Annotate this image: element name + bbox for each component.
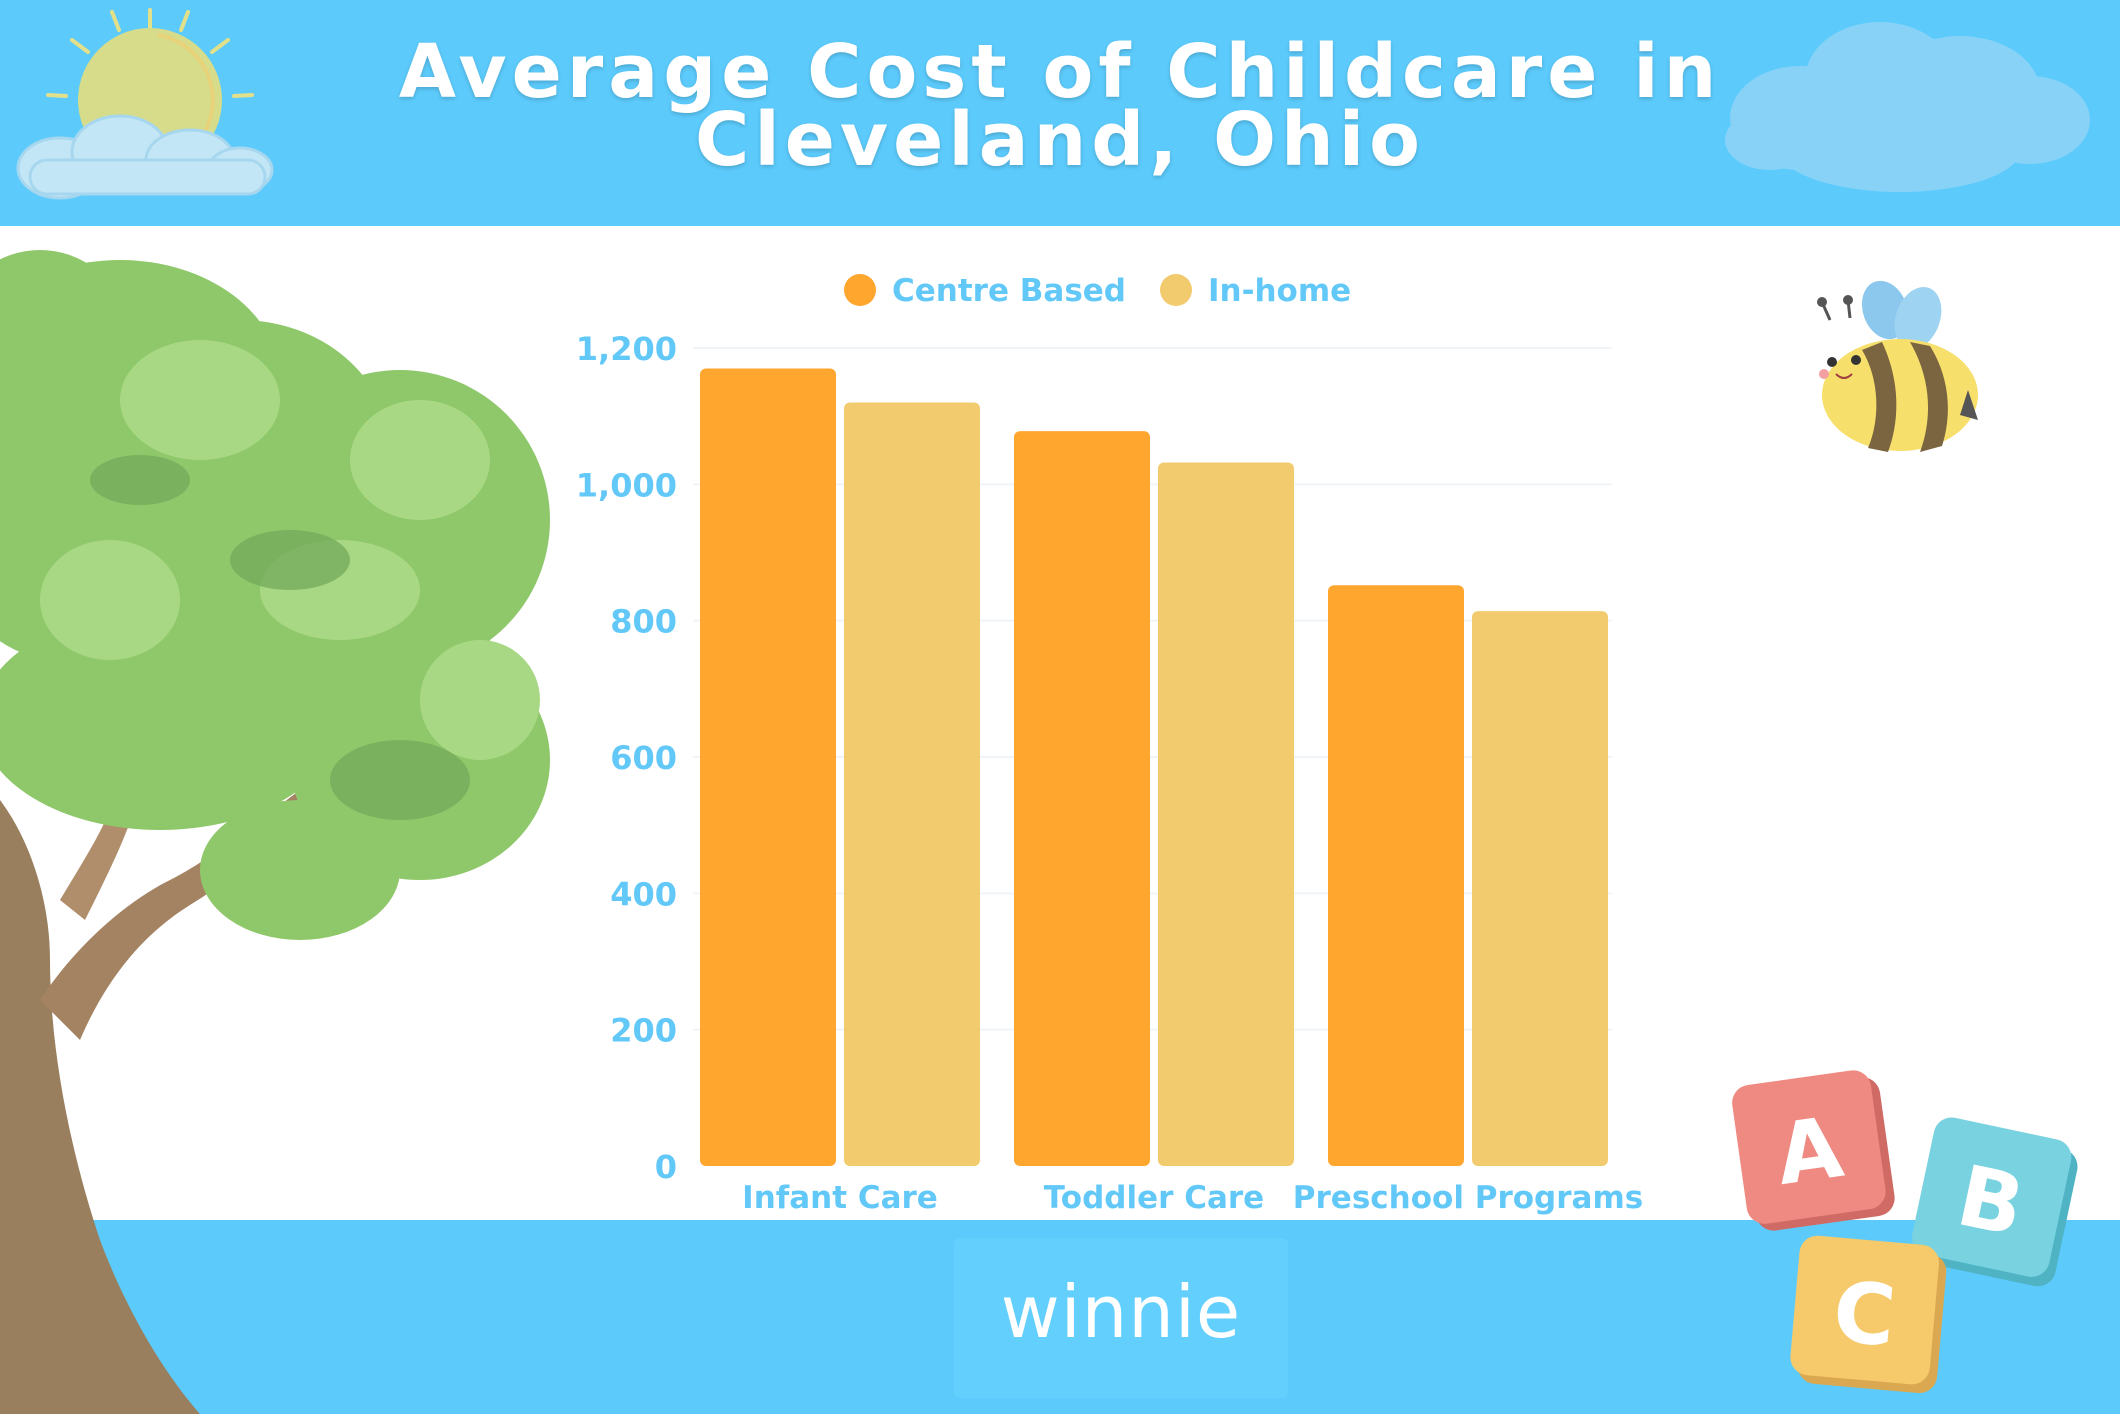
chart-title-line-2: Cleveland, Ohio [695, 97, 1425, 183]
legend-label: Centre Based [892, 273, 1126, 309]
svg-text:C: C [1829, 1263, 1899, 1366]
bar-centre-based-toddler-care [1014, 431, 1150, 1166]
winnie-logo: winnie [1000, 1270, 1242, 1354]
y-tick-label: 400 [610, 875, 677, 913]
bar-in-home-toddler-care [1158, 462, 1294, 1166]
legend-swatch [1160, 274, 1192, 306]
y-tick-label: 1,200 [576, 330, 677, 368]
bar-centre-based-infant-care [700, 368, 836, 1166]
legend-swatch [844, 274, 876, 306]
y-tick-label: 200 [610, 1012, 677, 1050]
y-tick-label: 800 [610, 603, 677, 641]
x-category-label: Preschool Programs [1293, 1180, 1643, 1216]
bee-icon [1817, 280, 1978, 452]
x-category-label: Toddler Care [1044, 1180, 1264, 1216]
logo-box [954, 1238, 1288, 1398]
bar-in-home-infant-care [844, 402, 980, 1166]
y-tick-label: 0 [655, 1148, 677, 1186]
cloud-icon [1725, 22, 2090, 192]
y-tick-label: 1,000 [576, 466, 677, 504]
x-category-label: Infant Care [742, 1180, 938, 1216]
bar-in-home-preschool-programs [1472, 611, 1608, 1166]
legend-label: In-home [1208, 273, 1351, 309]
chart-title-line-1: Average Cost of Childcare in [398, 29, 1722, 115]
bar-centre-based-preschool-programs [1328, 585, 1464, 1166]
svg-text:A: A [1770, 1098, 1848, 1204]
tree-illustration [0, 250, 550, 1414]
chart-title: Average Cost of Childcare in Cleveland, … [0, 29, 2120, 183]
y-tick-label: 600 [610, 739, 677, 777]
cloud-icon [16, 114, 274, 200]
